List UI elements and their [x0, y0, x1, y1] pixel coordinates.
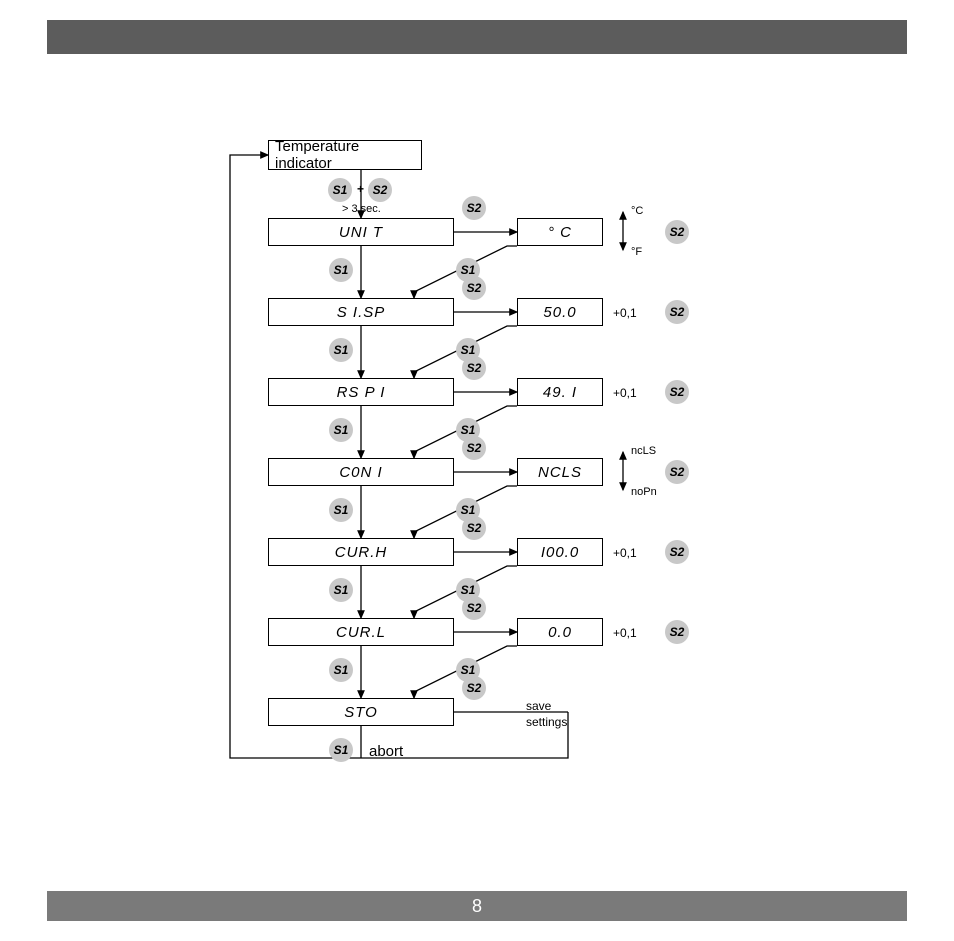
s1-down-chip: S1	[329, 258, 353, 282]
value-text: 0.0	[548, 624, 572, 641]
final-param-box: STO	[268, 698, 454, 726]
header-bar	[47, 20, 907, 54]
param-box: CUR.L	[268, 618, 454, 646]
connectors	[200, 140, 780, 860]
s1-down-chip: S1	[329, 658, 353, 682]
value-box: NCLS	[517, 458, 603, 486]
s2-chip: S2	[462, 516, 486, 540]
combo-plus: +	[357, 182, 364, 196]
value-text: I00.0	[541, 544, 579, 561]
s2-chip: S2	[462, 196, 486, 220]
inc-label: +0,1	[613, 386, 637, 400]
param-box: C0N I	[268, 458, 454, 486]
param-box: CUR.H	[268, 538, 454, 566]
page: Temperature indicator S1 + S2 > 3 sec. U…	[0, 0, 954, 941]
value-box: 50.0	[517, 298, 603, 326]
s2-chip: S2	[462, 356, 486, 380]
param-box: RS P I	[268, 378, 454, 406]
value-text: NCLS	[538, 464, 582, 481]
title-text: Temperature indicator	[275, 138, 415, 172]
toggle-top: °C	[631, 205, 643, 217]
save-label-1: save	[526, 699, 551, 713]
footer-bar: 8	[47, 891, 907, 921]
combo-s2-chip: S2	[368, 178, 392, 202]
inc-label: +0,1	[613, 626, 637, 640]
value-s2-chip: S2	[665, 380, 689, 404]
param-text: C0N I	[339, 464, 382, 481]
value-box: I00.0	[517, 538, 603, 566]
param-text: UNI T	[339, 224, 383, 241]
toggle-top: ncLS	[631, 445, 656, 457]
s1-down-chip: S1	[329, 498, 353, 522]
s1-down-chip: S1	[329, 578, 353, 602]
value-text: ° C	[548, 224, 572, 241]
param-text: CUR.L	[336, 624, 386, 641]
value-s2-chip: S2	[665, 460, 689, 484]
value-s2-chip: S2	[665, 300, 689, 324]
inc-label: +0,1	[613, 546, 637, 560]
param-box: UNI T	[268, 218, 454, 246]
value-box: 0.0	[517, 618, 603, 646]
title-box: Temperature indicator	[268, 140, 422, 170]
param-text: CUR.H	[335, 544, 388, 561]
value-s2-chip: S2	[665, 620, 689, 644]
value-text: 49. I	[543, 384, 577, 401]
final-param-text: STO	[344, 704, 378, 721]
final-s2-chip: S2	[462, 676, 486, 700]
param-text: RS P I	[337, 384, 386, 401]
s2-chip: S2	[462, 276, 486, 300]
value-box: ° C	[517, 218, 603, 246]
s2-chip: S2	[462, 436, 486, 460]
toggle-bot: noPn	[631, 486, 657, 498]
toggle-bot: °F	[631, 246, 642, 258]
flowchart: Temperature indicator S1 + S2 > 3 sec. U…	[200, 140, 780, 860]
s1-down-chip: S1	[329, 338, 353, 362]
value-text: 50.0	[543, 304, 576, 321]
value-s2-chip: S2	[665, 540, 689, 564]
abort-label: abort	[369, 743, 403, 760]
page-number: 8	[472, 896, 482, 917]
param-box: S I.SP	[268, 298, 454, 326]
inc-label: +0,1	[613, 306, 637, 320]
combo-s1-chip: S1	[328, 178, 352, 202]
value-box: 49. I	[517, 378, 603, 406]
s2-chip: S2	[462, 596, 486, 620]
combo-note: > 3 sec.	[342, 203, 381, 215]
save-label-2: settings	[526, 715, 567, 729]
s1-down-chip: S1	[329, 418, 353, 442]
abort-chip: S1	[329, 738, 353, 762]
value-s2-chip: S2	[665, 220, 689, 244]
param-text: S I.SP	[337, 304, 386, 321]
